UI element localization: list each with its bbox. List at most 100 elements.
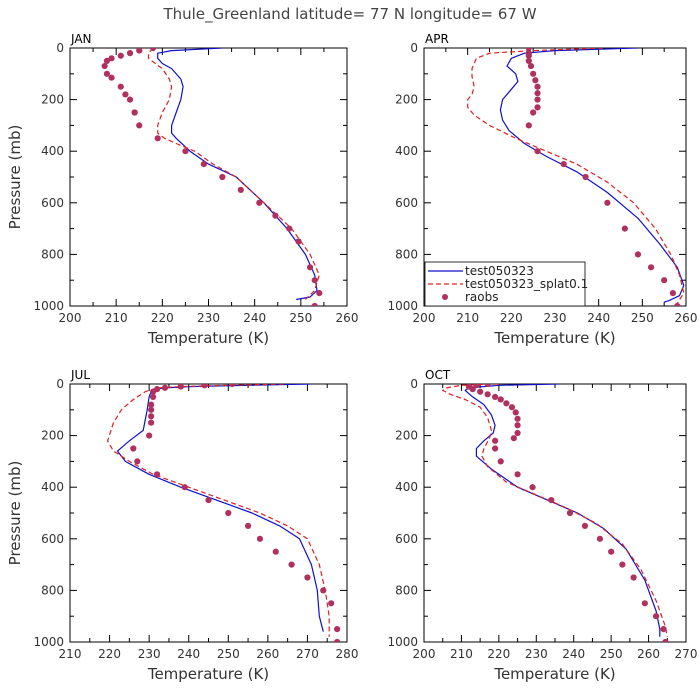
x-tick-label: 220 [98, 647, 121, 661]
raobs-point [101, 62, 108, 70]
x-tick-label: 210 [456, 311, 479, 325]
raobs-point [630, 574, 637, 581]
raobs-point [652, 613, 660, 620]
raobs-point [134, 458, 141, 465]
x-tick-label: 220 [487, 647, 510, 661]
x-tick-label: 240 [562, 647, 585, 661]
splat-series-line [107, 384, 330, 637]
raobs-point [237, 186, 244, 193]
raobs-point [272, 212, 279, 219]
raobs-point [200, 161, 207, 168]
x-tick-label: 240 [243, 311, 266, 325]
y-tick-label: 0 [410, 41, 418, 55]
raobs-point [492, 437, 499, 444]
x-tick-label: 220 [500, 311, 523, 325]
legend-marker [442, 294, 448, 300]
raobs-point [148, 401, 155, 408]
y-tick-label: 800 [41, 247, 64, 261]
series-group [467, 48, 685, 306]
y-tick-label: 0 [56, 41, 64, 55]
raobs-point [527, 62, 535, 70]
raobs-point [560, 161, 567, 168]
y-tick-label: 0 [56, 377, 64, 391]
raobs-point [662, 638, 669, 642]
y-tick-label: 200 [41, 429, 64, 443]
raobs-point [534, 83, 541, 90]
panels: 200 210 220 230 240 250 260 0 200 400 600 800 1000 JA… [6, 32, 697, 683]
raobs-point [311, 302, 318, 306]
raobs-point [256, 199, 263, 206]
y-tick-label: 400 [41, 480, 64, 494]
raobs-point [582, 173, 589, 181]
y-tick-label: 600 [395, 196, 418, 210]
raobs-point [596, 535, 604, 542]
raobs-point [529, 484, 536, 491]
raobs-point [581, 522, 589, 530]
x-axis-label: Temperature (K) [493, 665, 615, 683]
legend-label: raobs [465, 290, 499, 304]
raobs-point [150, 393, 157, 400]
y-tick-label: 200 [41, 93, 64, 107]
x-tick-label: 210 [59, 647, 82, 661]
raobs-point [272, 548, 279, 555]
test-series-line [157, 48, 318, 301]
raobs-point [497, 458, 504, 465]
raobs-point [182, 148, 189, 155]
raobs-point [634, 251, 642, 258]
panel-title: OCT [425, 368, 451, 382]
raobs-point [510, 435, 517, 442]
raobs-point [256, 535, 264, 542]
raobs-point [514, 429, 521, 437]
raobs-point [566, 509, 574, 517]
y-axis-label: Pressure (mb) [6, 125, 24, 230]
test-series-line [499, 48, 685, 303]
raobs-point [148, 413, 155, 420]
x-tick-label: 250 [217, 647, 240, 661]
x-tick-label: 270 [296, 647, 319, 661]
x-tick-label: 210 [450, 647, 473, 661]
raobs-point [316, 290, 323, 297]
raobs-point [534, 96, 541, 103]
series-group [442, 384, 669, 642]
y-tick-label: 0 [410, 377, 418, 391]
x-tick-label: 230 [197, 311, 220, 325]
raobs-point [161, 384, 169, 391]
raobs-point [674, 302, 681, 306]
raobs-point [525, 48, 532, 52]
raobs-point [525, 52, 532, 59]
series-group [101, 48, 323, 306]
raobs-point [508, 404, 516, 411]
raobs-point [512, 409, 519, 416]
y-tick-label: 800 [395, 247, 418, 261]
y-tick-label: 400 [395, 480, 418, 494]
raobs-point [469, 386, 476, 393]
raobs-point [641, 600, 648, 607]
x-tick-label: 230 [544, 311, 567, 325]
y-tick-label: 800 [41, 583, 64, 597]
raobs-point [150, 48, 157, 52]
raobs-point [525, 122, 532, 129]
raobs-point [117, 52, 124, 59]
raobs-point [108, 74, 115, 81]
x-tick-label: 240 [177, 647, 200, 661]
raobs-point [136, 48, 143, 54]
raobs-point [130, 445, 137, 452]
raobs-point [205, 497, 212, 504]
x-tick-label: 200 [59, 311, 82, 325]
raobs-point [103, 70, 111, 77]
panel-jan: 200 210 220 230 240 250 260 0 200 400 600 800 1000 JA… [6, 32, 358, 347]
raobs-point [219, 173, 226, 181]
raobs-point [477, 388, 484, 395]
panel-title: APR [425, 32, 449, 46]
y-tick-label: 800 [395, 583, 418, 597]
test-series-line [464, 384, 661, 637]
raobs-point [334, 626, 341, 633]
y-tick-label: 1000 [33, 299, 64, 313]
raobs-point [304, 574, 311, 581]
raobs-point [117, 83, 124, 90]
raobs-point [126, 50, 134, 57]
raobs-point [484, 391, 491, 398]
y-tick-label: 400 [395, 144, 418, 158]
splat-series-line [442, 384, 668, 637]
raobs-point [514, 415, 521, 422]
